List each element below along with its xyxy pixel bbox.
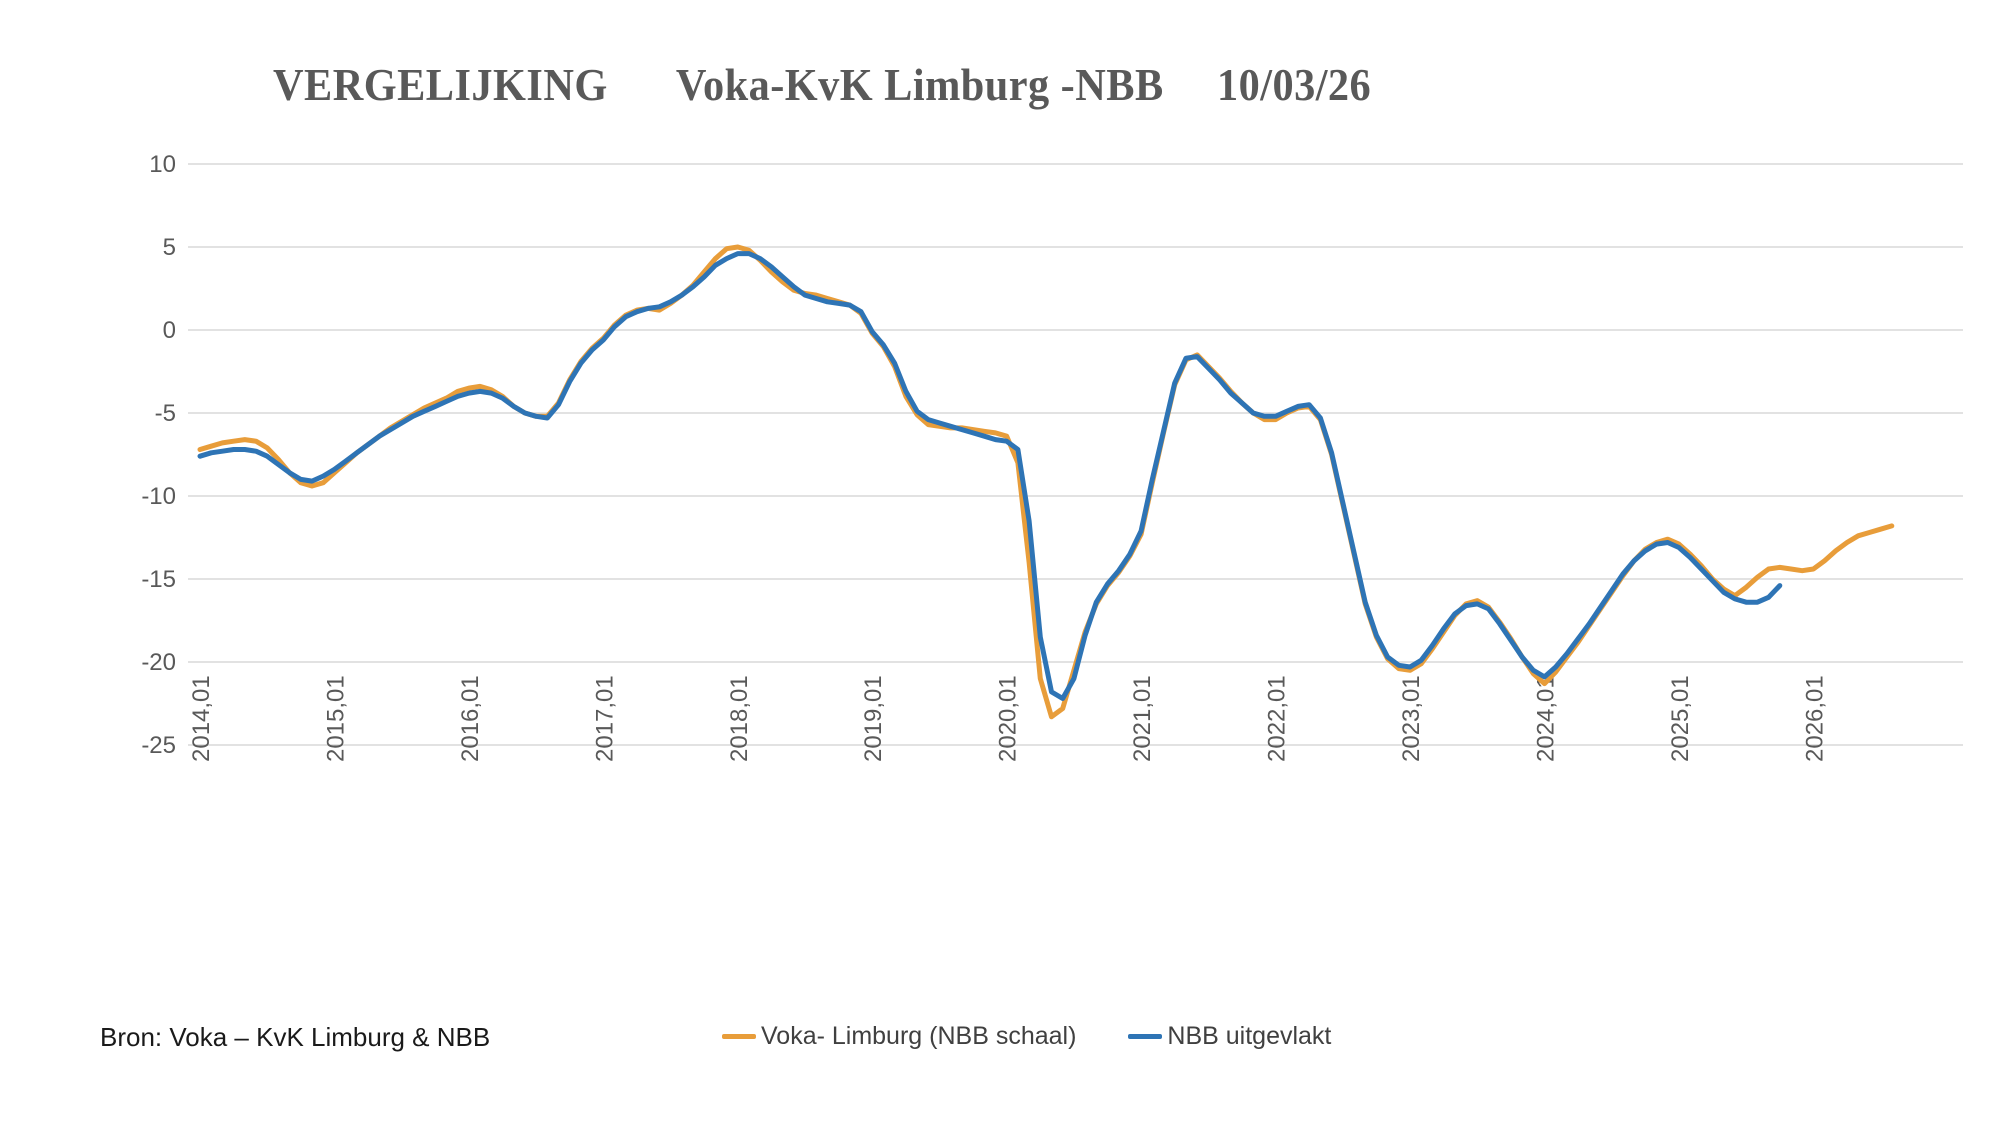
x-tick-label: 2021,01: [1129, 675, 1156, 762]
title-subject: Voka-KvK Limburg -NBB: [675, 59, 1164, 110]
x-tick-label: 2017,01: [591, 675, 618, 762]
chart-title: VERGELIJKING Voka-KvK Limburg -NBB 10/03/2…: [273, 58, 1371, 111]
legend-item-voka: Voka- Limburg (NBB schaal): [722, 1022, 1076, 1051]
x-tick-label: 2024,01: [1532, 675, 1559, 762]
source-note: Bron: Voka – KvK Limburg & NBB: [100, 1022, 491, 1052]
legend-label-voka: Voka- Limburg (NBB schaal): [761, 1022, 1077, 1050]
y-tick-label: -25: [141, 732, 176, 759]
x-tick-label: 2020,01: [995, 675, 1022, 762]
legend-swatch-voka-line: [722, 1034, 756, 1039]
series-line-voka: [197, 244, 1895, 720]
y-tick-label: 5: [163, 234, 176, 261]
x-tick-label: 2019,01: [860, 675, 887, 762]
x-tick-label: 2025,01: [1667, 675, 1694, 762]
x-tick-label: 2015,01: [322, 675, 349, 762]
legend-item-nbb: NBB uitgevlakt: [1128, 1022, 1331, 1051]
x-tick-label: 2026,01: [1801, 675, 1828, 762]
title-date: 10/03/26: [1217, 59, 1372, 110]
x-tick-label: 2022,01: [1264, 675, 1291, 762]
y-tick-label: -10: [141, 483, 176, 510]
legend-label-nbb: NBB uitgevlakt: [1167, 1022, 1332, 1050]
title-word-vergelijking: VERGELIJKING: [273, 59, 608, 110]
y-tick-label: -20: [141, 649, 176, 676]
legend-swatch-nbb-line: [1128, 1034, 1163, 1039]
y-tick-label: -15: [141, 566, 176, 593]
x-tick-label: 2014,01: [188, 675, 215, 762]
series-line-nbb: [197, 251, 1783, 701]
legend: Voka- Limburg (NBB schaal) NBB uitgevlak…: [722, 1022, 1331, 1051]
x-tick-label: 2023,01: [1398, 675, 1425, 762]
y-tick-label: 0: [163, 317, 176, 344]
y-tick-label: 10: [149, 151, 176, 178]
x-tick-label: 2016,01: [457, 675, 484, 762]
x-tick-label: 2018,01: [726, 675, 753, 762]
y-tick-label: -5: [155, 400, 176, 427]
